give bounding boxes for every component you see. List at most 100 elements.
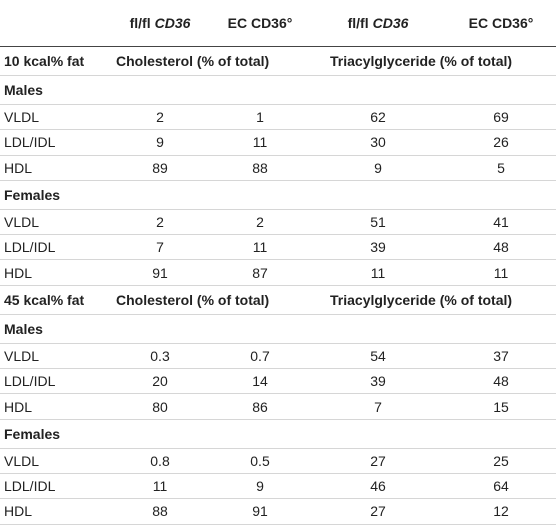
row-label: VLDL xyxy=(0,448,110,474)
cell-value: 91 xyxy=(210,498,310,525)
group-name: Females xyxy=(0,419,110,449)
cell-value: 7 xyxy=(110,234,210,261)
cell-value: 89 xyxy=(110,155,210,181)
cell-value: 25 xyxy=(446,448,556,474)
cell-value: 15 xyxy=(446,393,556,420)
cell-value: 80 xyxy=(110,393,210,420)
data-row: VLDL 2 1 62 69 xyxy=(0,104,556,131)
column-header: EC CD36° xyxy=(210,0,310,47)
cell-value: 9 xyxy=(310,155,446,181)
cell-value: 88 xyxy=(110,498,210,525)
group-row: Males xyxy=(0,314,556,344)
row-label: LDL/IDL xyxy=(0,129,110,156)
cell-value: 2 xyxy=(210,209,310,236)
group-name: Males xyxy=(0,314,110,344)
cell-value: 48 xyxy=(446,234,556,261)
row-label: HDL xyxy=(0,155,110,181)
group-header: Cholesterol (% of total) xyxy=(110,46,310,76)
cell-value: 27 xyxy=(310,498,446,525)
cell-value: 69 xyxy=(446,104,556,131)
cell-value: 2 xyxy=(110,209,210,236)
cell-value: 5 xyxy=(446,155,556,181)
header-empty xyxy=(0,0,110,47)
data-row: LDL/IDL 7 11 39 48 xyxy=(0,234,556,261)
group-row: Females xyxy=(0,419,556,449)
row-label: HDL xyxy=(0,498,110,525)
cell-value: 88 xyxy=(210,155,310,181)
group-name: Females xyxy=(0,180,110,210)
cell-value: 26 xyxy=(446,129,556,156)
cell-value: 11 xyxy=(446,259,556,286)
cell-value: 86 xyxy=(210,393,310,420)
cell-value: 0.8 xyxy=(110,448,210,474)
cell-value: 48 xyxy=(446,368,556,395)
cell-value: 11 xyxy=(310,259,446,286)
cell-value: 2 xyxy=(110,104,210,131)
cell-value: 0.7 xyxy=(210,343,310,370)
group-fill xyxy=(110,314,556,344)
cell-value: 20 xyxy=(110,368,210,395)
group-header: Triacylglyceride (% of total) xyxy=(310,285,556,315)
cell-value: 91 xyxy=(110,259,210,286)
data-row: LDL/IDL 20 14 39 48 xyxy=(0,368,556,395)
cell-value: 87 xyxy=(210,259,310,286)
cell-value: 11 xyxy=(210,234,310,261)
cell-value: 12 xyxy=(446,498,556,525)
cell-value: 62 xyxy=(310,104,446,131)
cell-value: 46 xyxy=(310,473,446,500)
cell-value: 39 xyxy=(310,368,446,395)
data-row: LDL/IDL 9 11 30 26 xyxy=(0,129,556,156)
data-row: VLDL 0.8 0.5 27 25 xyxy=(0,448,556,474)
cell-value: 41 xyxy=(446,209,556,236)
cell-value: 27 xyxy=(310,448,446,474)
row-label: VLDL xyxy=(0,104,110,131)
section-title: 10 kcal% fat xyxy=(0,46,110,76)
column-header: fl/fl CD36 xyxy=(310,0,446,47)
cell-value: 54 xyxy=(310,343,446,370)
column-header: fl/fl CD36 xyxy=(110,0,210,47)
cell-value: 9 xyxy=(110,129,210,156)
data-row: VLDL 2 2 51 41 xyxy=(0,209,556,236)
table-body: 10 kcal% fat Cholesterol (% of total) Tria… xyxy=(0,46,556,525)
row-label: LDL/IDL xyxy=(0,473,110,500)
section-row: 45 kcal% fat Cholesterol (% of total) Tria… xyxy=(0,285,556,315)
row-label: HDL xyxy=(0,393,110,420)
group-name: Males xyxy=(0,75,110,105)
column-header: EC CD36° xyxy=(446,0,556,47)
column-header-gene: CD36 xyxy=(154,15,191,31)
group-fill xyxy=(110,419,556,449)
cell-value: 0.5 xyxy=(210,448,310,474)
column-header-text: EC CD36° xyxy=(227,15,293,31)
group-row: Females xyxy=(0,180,556,210)
data-row: HDL 80 86 7 15 xyxy=(0,393,556,420)
section-title: 45 kcal% fat xyxy=(0,285,110,315)
cell-value: 30 xyxy=(310,129,446,156)
data-row: HDL 89 88 9 5 xyxy=(0,155,556,181)
group-fill xyxy=(110,75,556,105)
group-row: Males xyxy=(0,75,556,105)
group-header: Cholesterol (% of total) xyxy=(110,285,310,315)
header-row: fl/fl CD36 EC CD36° fl/fl CD36 EC CD36° xyxy=(0,0,556,47)
data-row: HDL 91 87 11 11 xyxy=(0,259,556,286)
cell-value: 1 xyxy=(210,104,310,131)
row-label: LDL/IDL xyxy=(0,234,110,261)
group-header: Triacylglyceride (% of total) xyxy=(310,46,556,76)
column-header-gene: CD36 xyxy=(372,15,409,31)
data-row: LDL/IDL 11 9 46 64 xyxy=(0,473,556,500)
cell-value: 39 xyxy=(310,234,446,261)
cell-value: 0.3 xyxy=(110,343,210,370)
data-row: HDL 88 91 27 12 xyxy=(0,498,556,525)
section-row: 10 kcal% fat Cholesterol (% of total) Tria… xyxy=(0,46,556,76)
cell-value: 11 xyxy=(210,129,310,156)
cell-value: 7 xyxy=(310,393,446,420)
cell-value: 37 xyxy=(446,343,556,370)
cell-value: 51 xyxy=(310,209,446,236)
row-label: LDL/IDL xyxy=(0,368,110,395)
data-row: VLDL 0.3 0.7 54 37 xyxy=(0,343,556,370)
cell-value: 14 xyxy=(210,368,310,395)
column-header-text: EC CD36° xyxy=(468,15,534,31)
column-header-text: fl/fl xyxy=(129,15,151,31)
cell-value: 9 xyxy=(210,473,310,500)
